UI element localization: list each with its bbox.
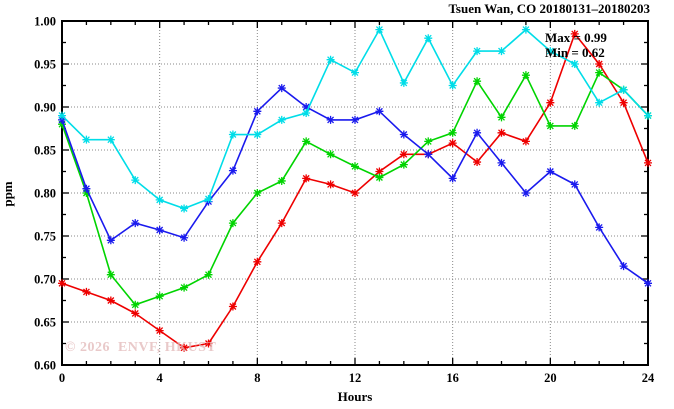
x-axis-title: Hours xyxy=(337,389,373,404)
axis-ticks xyxy=(61,20,649,366)
chart-title: Tsuen Wan, CO 20180131–20180203 xyxy=(448,1,650,16)
x-tick-label: 24 xyxy=(642,371,655,385)
y-tick-label: 0.60 xyxy=(34,359,56,373)
axis-tick-labels: 0 4 8 12 16 20 24 0.60 0.65 0.70 0.75 0.80 0.85 0.90 0… xyxy=(34,15,655,386)
data-series xyxy=(58,25,652,352)
x-tick-label: 12 xyxy=(349,371,362,385)
series-green-markers xyxy=(58,68,652,309)
max-value-label: Max = 0.99 xyxy=(545,30,607,45)
y-tick-label: 0.80 xyxy=(34,187,56,201)
x-tick-label: 0 xyxy=(59,371,65,385)
watermark: © 2026 ENVF, HKUST xyxy=(65,340,217,355)
x-tick-label: 20 xyxy=(544,371,557,385)
series-cyan-markers xyxy=(58,25,652,213)
x-tick-label: 16 xyxy=(446,371,459,385)
y-tick-label: 0.95 xyxy=(34,58,56,72)
min-value-label: Min = 0.62 xyxy=(545,45,605,60)
max-min-annotation: Max = 0.99 Min = 0.62 xyxy=(545,30,607,60)
y-tick-label: 0.85 xyxy=(34,144,56,158)
y-tick-label: 0.65 xyxy=(34,316,56,330)
x-tick-label: 4 xyxy=(157,371,164,385)
series-red-markers xyxy=(58,29,652,352)
series-blue-markers xyxy=(58,84,652,288)
y-tick-label: 0.75 xyxy=(34,230,56,244)
y-tick-label: 1.00 xyxy=(34,15,56,29)
y-axis-title: ppm xyxy=(0,181,15,207)
y-tick-label: 0.90 xyxy=(34,101,56,115)
x-tick-label: 8 xyxy=(254,371,260,385)
y-tick-label: 0.70 xyxy=(34,273,56,287)
